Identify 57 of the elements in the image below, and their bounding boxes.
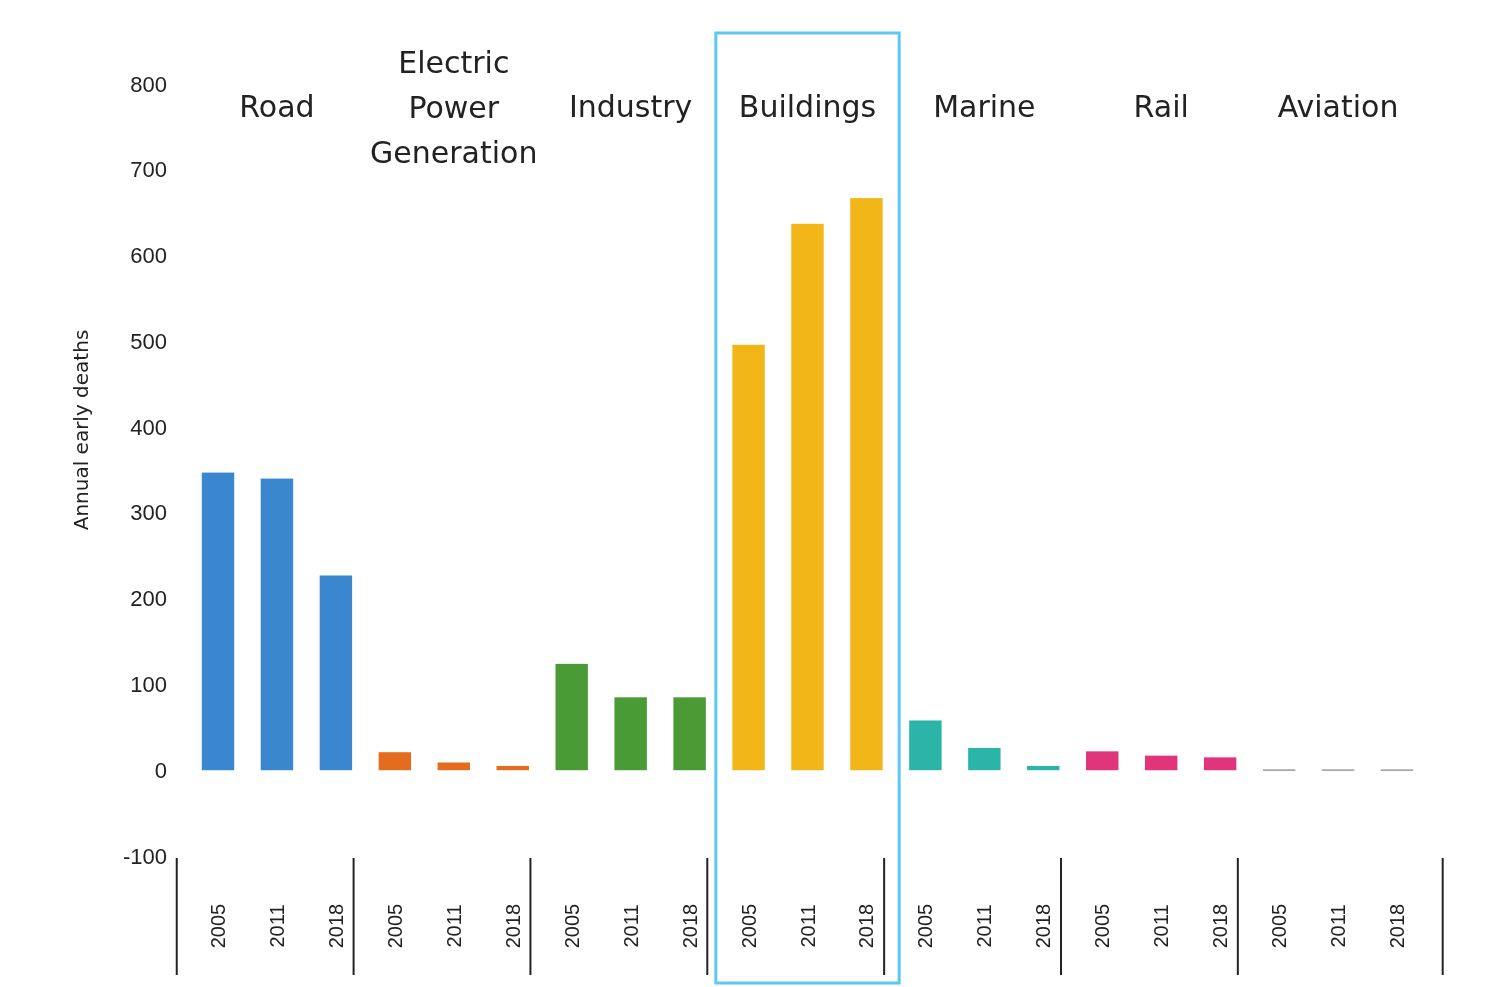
y-tick-label: 600: [130, 243, 167, 269]
x-tick-label: 2005: [1268, 903, 1291, 949]
annotation: Rail: [1133, 89, 1189, 124]
bar: [968, 747, 1001, 771]
bar: [1144, 755, 1178, 771]
x-tick-label: 2005: [1091, 903, 1114, 949]
bar: [496, 765, 529, 771]
x-tick-label: 2018: [855, 903, 878, 949]
y-tick-label: 400: [130, 414, 167, 440]
y-tick-label: -100: [122, 843, 167, 869]
annotation: Electric Power Generation: [370, 45, 538, 170]
x-tick-label: 2018: [501, 903, 524, 949]
bar: [437, 762, 471, 771]
bar: [1203, 757, 1237, 771]
x-tick-label: 2011: [1150, 904, 1173, 948]
bar: [555, 663, 588, 771]
bar: [201, 472, 235, 771]
y-tick-label: 300: [130, 500, 167, 526]
bar: [378, 752, 412, 771]
y-tick-label: 0: [154, 757, 167, 783]
x-tick-label: 2011: [973, 904, 996, 948]
bar: [260, 478, 294, 771]
x-tick-label: 2011: [796, 904, 819, 948]
x-tick-label: 2011: [1327, 904, 1350, 948]
x-tick-label: 2011: [619, 904, 642, 948]
annotation: Aviation: [1277, 89, 1399, 124]
annotation: Marine: [933, 89, 1036, 124]
y-tick-label: 500: [130, 328, 167, 354]
y-axis-title: Annual early deaths: [69, 329, 93, 531]
x-tick-label: 2005: [914, 903, 937, 949]
y-tick-label: 700: [130, 157, 167, 183]
y-tick-label: 800: [130, 71, 167, 97]
x-tick-label: 2018: [1032, 903, 1055, 949]
bar: [850, 198, 883, 771]
x-tick-label: 2018: [1386, 903, 1408, 949]
bar: [909, 720, 942, 771]
x-tick-label: 2018: [1209, 903, 1232, 949]
x-tick-label: 2005: [383, 903, 406, 949]
bar: [1086, 751, 1119, 771]
x-tick-label: 2011: [442, 904, 465, 948]
x-tick-label: 2005: [207, 903, 229, 949]
y-tick-label: 200: [130, 586, 167, 612]
bar: [1027, 765, 1060, 771]
x-tick-label: 2005: [737, 903, 760, 949]
bar: [319, 575, 353, 771]
annotation: Industry: [568, 89, 693, 124]
bar: [732, 344, 765, 771]
bar: [614, 697, 647, 771]
x-tick-label: 2018: [678, 903, 701, 949]
y-tick-label: 100: [130, 671, 167, 697]
x-tick-label: 2011: [265, 904, 288, 948]
annotation: Buildings: [738, 89, 877, 124]
bar: [791, 223, 824, 771]
bar: [673, 697, 706, 771]
x-tick-label: 2018: [324, 903, 347, 949]
x-tick-label: 2005: [560, 903, 583, 949]
annotation: Road: [239, 89, 315, 124]
